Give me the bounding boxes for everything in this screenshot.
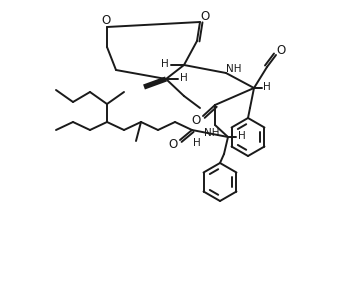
Text: H: H bbox=[180, 73, 188, 83]
Text: H: H bbox=[161, 59, 169, 69]
Text: H: H bbox=[263, 82, 271, 92]
Text: O: O bbox=[200, 11, 210, 23]
Text: H: H bbox=[193, 138, 201, 148]
Text: O: O bbox=[191, 113, 201, 127]
Text: O: O bbox=[101, 13, 111, 27]
Text: O: O bbox=[276, 44, 286, 58]
Text: H: H bbox=[238, 131, 246, 141]
Text: NH: NH bbox=[226, 64, 242, 74]
Text: O: O bbox=[168, 137, 178, 150]
Text: NH: NH bbox=[204, 128, 220, 138]
